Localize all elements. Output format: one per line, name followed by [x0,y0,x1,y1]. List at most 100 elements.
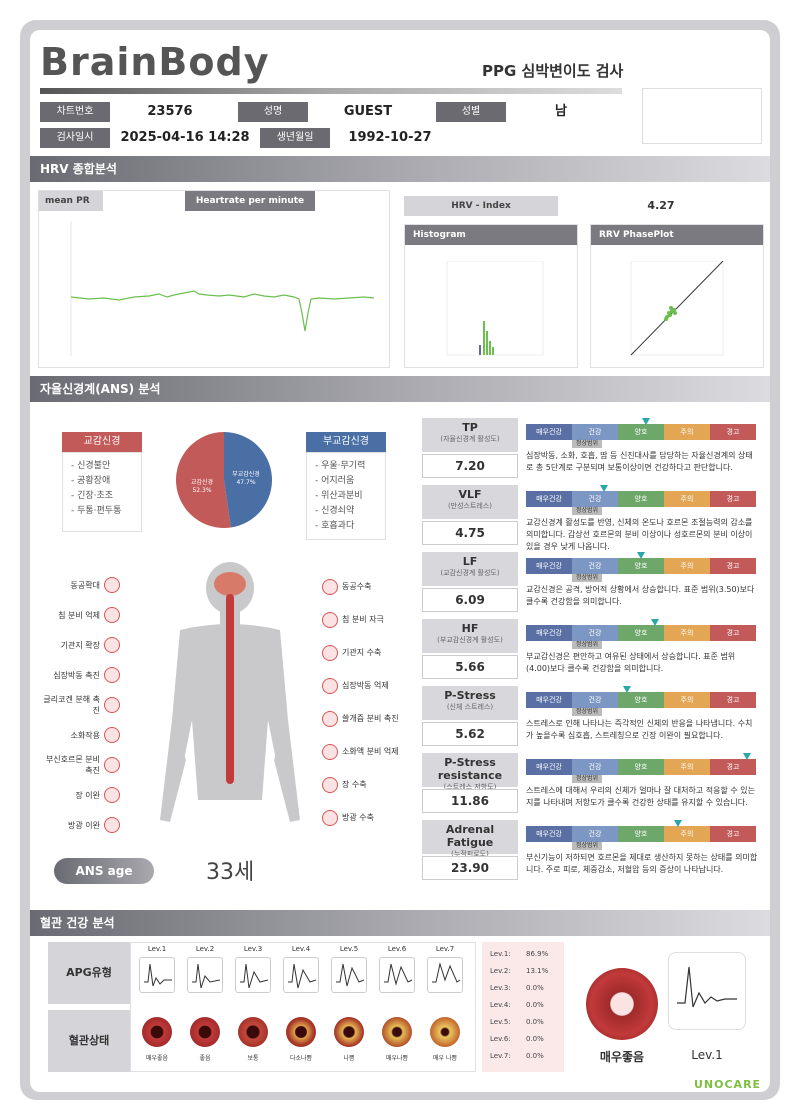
body-silhouette [160,562,300,822]
apg-waveform [192,963,221,989]
scale-segment: 주의 [664,826,710,842]
level-name: Lev.7: [490,1052,511,1060]
level-row: Lev.5: 0.0% [490,1014,556,1031]
apg-waveform-box [235,957,271,993]
ans-age-label: ANS age [54,858,154,884]
pie-label-sym-pct: 52.3% [192,487,211,494]
level-name: Lev.4: [490,1001,511,1009]
title-underline [40,88,622,94]
metric-row: Adrenal Fatigue (누적피로도) 23.90 매우건강 건강 양호 주의 경고 정… [422,820,764,883]
scale-segment: 경고 [710,692,756,708]
list-item: - 어지러움 [315,476,355,486]
scale-segment: 매우건강 [526,826,572,842]
sympathetic-label: 교감신경 [62,432,142,452]
footer-brand-logo: UNOCARE [694,1078,762,1091]
gender-value: 남 [555,104,567,119]
pie-slice-parasympathetic [224,432,273,528]
brain-shape [214,572,246,596]
organ-label: 침 분비 억제 [58,610,100,620]
apg-waveform [144,963,172,987]
phaseplot-panel: RRV PhasePlot [590,224,764,368]
status-marker [637,552,645,559]
organ-label: 방광 이완 [68,820,100,830]
organ-label: 동공수축 [342,582,372,591]
organ-label: 쓸개즙 분비 촉진 [342,714,399,723]
parasympathetic-symptom-list: - 우울·무기력 - 어지러움 - 위산과분비 - 신경쇠약 - 호흡과다 [306,452,386,540]
vessel-state-caption: 매우좋음 [145,1055,169,1062]
organ-row: 방광 수축 [322,801,432,834]
status-scale: 매우건강 건강 양호 주의 경고 [526,558,756,574]
vessel-state-caption: 나쁨 [343,1055,355,1062]
vessel-cross-section-image [286,1017,316,1047]
organ-label: 소화액 분비 억제 [342,747,399,756]
scale-segment: 건강 [572,491,618,507]
eye-icon [104,577,120,593]
histogram-bar [489,341,491,355]
vessel-cross-section-image [190,1017,220,1047]
lung-icon [104,637,120,653]
organ-row: 소화액 분비 억제 [322,735,432,768]
metric-value: 7.20 [422,454,518,478]
level-percent: 0.0% [526,1035,544,1043]
pie-label-para-pct: 47.7% [236,479,255,486]
scale-segment: 매우건강 [526,625,572,641]
metric-name: LF [462,555,478,568]
scale-segment: 경고 [710,625,756,641]
level-row: Lev.7: 0.0% [490,1048,556,1065]
level-distribution-table: Lev.1: 86.9% Lev.2: 13.1% Lev.3: 0.0% Lev.4: 0.… [482,942,564,1072]
level-percent: 86.9% [526,950,549,958]
organ-label: 심장박동 억제 [342,681,389,690]
scale-segment: 경고 [710,759,756,775]
spinal-cord [226,594,234,784]
apg-result-level: Lev.1 [691,1048,723,1062]
metric-row: LF (교감신경계 활성도) 6.09 매우건강 건강 양호 주의 경고 정상범위 교감신경은 공… [422,552,764,615]
scale-segment: 매우건강 [526,491,572,507]
intestine-icon [104,787,120,803]
status-scale: 매우건강 건강 양호 주의 경고 [526,826,756,842]
scale-segment: 매우건강 [526,424,572,440]
histogram-plot-area [446,261,544,356]
metric-value: 6.09 [422,588,518,612]
vessel-cross-section-image [334,1017,364,1047]
rrv-phase-plot-chart [630,261,724,356]
scale-segment: 양호 [618,692,664,708]
level-percent: 0.0% [526,1052,544,1060]
brand-logo: BrainBody [40,40,270,84]
rr-histogram-chart [446,261,544,356]
level-name: Lev.1: [490,950,511,958]
metric-sub: (부교감신경계 활성도) [437,636,503,644]
scale-segment: 주의 [664,692,710,708]
metric-sub: (스트레스 저항도) [443,783,497,791]
organ-row: 기관지 수축 [322,636,432,669]
metric-sub: (교감신경계 활성도) [440,569,500,577]
metric-name-box: LF (교감신경계 활성도) [422,552,518,586]
organ-row: 동공수축 [322,570,432,603]
histogram-label: Histogram [405,225,577,245]
hrv-index-value: 4.27 [647,199,675,212]
organ-row: 장 이완 [40,780,160,810]
status-scale: 매우건강 건강 양호 주의 경고 [526,491,756,507]
heart-rate-series [70,290,375,332]
scale-segment: 경고 [710,826,756,842]
hrv-section-header: HRV 종합분석 [30,156,770,182]
status-scale: 매우건강 건강 양호 주의 경고 [526,692,756,708]
birth-label: 생년월일 [260,128,330,148]
pie-label-sym-name: 교감신경 [191,478,213,486]
vessel-cross-section-image [430,1017,460,1047]
phase-point [673,311,677,315]
metric-description: 교감신경은 공격, 방어적 상황에서 상승합니다. 표준 범위(3.50)보다 … [526,585,755,606]
phaseplot-label: RRV PhasePlot [591,225,763,245]
scale-segment: 주의 [664,625,710,641]
scale-segment: 건강 [572,424,618,440]
chart-no-value: 23576 [147,104,193,119]
organ-label: 장 수축 [342,780,367,789]
sympathetic-symptom-list: - 신경불안 - 공황장애 - 긴장·초조 - 두통·편두통 [62,452,142,532]
level-row: Lev.2: 13.1% [490,963,556,980]
organ-row: 침 분비 억제 [40,600,160,630]
phaseplot-area [630,261,724,356]
parasympathetic-label: 부교감신경 [306,432,386,452]
metric-value: 5.62 [422,722,518,746]
vessel-state-caption: 매우 나쁨 [433,1055,457,1062]
metric-sub: (만성스트레스) [447,502,493,510]
vessel-state-caption: 보통 [247,1055,259,1062]
